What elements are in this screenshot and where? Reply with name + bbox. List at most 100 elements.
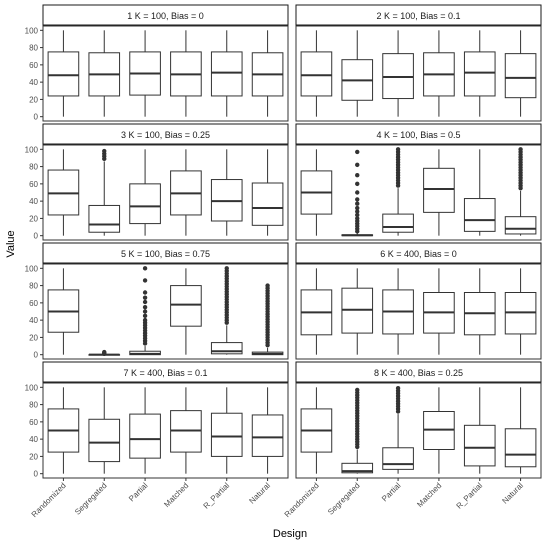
- facet-strip: [295, 242, 542, 264]
- box-partial: [129, 30, 161, 117]
- box-segregated: [88, 387, 121, 474]
- y-tick-label: 60: [29, 418, 38, 427]
- y-tick-label: 100: [25, 145, 39, 154]
- outlier-point: [102, 148, 107, 154]
- facet-strip-label: 5 K = 100, Bias = 0.75: [121, 249, 210, 259]
- box-r-partial: [210, 387, 243, 474]
- panel-area: [42, 144, 289, 241]
- y-tick-label: 20: [29, 452, 38, 461]
- y-tick-label: 60: [29, 180, 38, 189]
- y-tick-label: 100: [25, 264, 39, 273]
- box-natural: [504, 147, 537, 236]
- x-axis-title: Design: [273, 528, 307, 540]
- facet-strip: [295, 4, 542, 26]
- box-randomized: [47, 149, 80, 236]
- facet-strip: [42, 242, 289, 264]
- outlier-point: [355, 387, 360, 393]
- box-matched: [170, 268, 202, 355]
- box-matched: [170, 30, 202, 117]
- y-tick-label: 0: [34, 351, 39, 360]
- outlier-point: [355, 197, 360, 202]
- box-natural: [251, 387, 284, 474]
- box-iqr: [129, 413, 161, 459]
- box-iqr: [423, 167, 455, 213]
- outlier-point: [142, 309, 148, 314]
- box-iqr: [463, 424, 496, 467]
- box-partial: [129, 266, 161, 356]
- panel-area: [295, 382, 542, 479]
- box-iqr: [129, 183, 161, 225]
- facet-strip: [42, 4, 289, 26]
- outlier-point: [142, 317, 148, 323]
- outlier-point: [355, 181, 360, 187]
- outlier-point: [265, 283, 270, 288]
- panel-area: [295, 25, 542, 122]
- box-partial: [129, 387, 161, 474]
- facet-strip: [295, 361, 542, 383]
- box-iqr: [463, 51, 496, 97]
- box-iqr: [210, 342, 243, 355]
- facet-panel: 8 K = 400, Bias = 0.25 Randomized Segregat…: [283, 361, 542, 519]
- x-tick-label: Partial: [127, 481, 150, 504]
- box-iqr: [382, 447, 414, 470]
- facet-panel: 5 K = 100, Bias = 0.75 0 20 40 60 80 100: [25, 242, 289, 360]
- box-matched: [423, 268, 455, 355]
- box-segregated: [341, 149, 374, 237]
- x-tick-label: Partial: [380, 481, 403, 504]
- box-iqr: [251, 182, 284, 226]
- x-tick-label: R_Partial: [202, 481, 232, 511]
- box-randomized: [47, 387, 80, 474]
- outlier-point: [142, 278, 148, 283]
- facet-strip-label: 3 K = 100, Bias = 0.25: [121, 130, 210, 140]
- outlier-point: [395, 147, 401, 152]
- y-tick-label: 20: [29, 95, 38, 104]
- box-partial: [129, 149, 161, 236]
- box-r-partial: [210, 149, 243, 236]
- facet-panel: 4 K = 100, Bias = 0.5: [295, 123, 542, 241]
- outlier-point: [355, 216, 360, 221]
- facet-strip-label: 1 K = 100, Bias = 0: [127, 11, 204, 21]
- y-tick-label: 20: [29, 214, 38, 223]
- box-partial: [382, 30, 414, 117]
- y-tick-label: 40: [29, 316, 38, 325]
- box-partial: [382, 385, 414, 474]
- box-segregated: [88, 30, 121, 117]
- facet-panel: 1 K = 100, Bias = 0 0 20 40 60 80 100: [25, 4, 289, 122]
- y-axis-title: Value: [5, 230, 17, 257]
- x-tick-label: Randomized: [283, 481, 321, 519]
- x-tick-label: Matched: [162, 481, 190, 509]
- box-iqr: [504, 216, 537, 235]
- box-segregated: [88, 148, 121, 236]
- outlier-point: [355, 201, 360, 206]
- y-tick-label: 40: [29, 197, 38, 206]
- box-r-partial: [463, 268, 496, 355]
- x-tick-label: Segregated: [326, 481, 362, 517]
- box-r-partial: [210, 266, 243, 355]
- outlier-point: [142, 295, 148, 300]
- y-tick-label: 100: [25, 26, 39, 35]
- outlier-point: [142, 299, 148, 305]
- panel-area: [295, 144, 542, 241]
- facet-strip-label: 7 K = 400, Bias = 0.1: [123, 368, 207, 378]
- panel-area: [42, 263, 289, 360]
- facet-panels: 1 K = 100, Bias = 0 0 20 40 60 80 100 2 K = 100…: [25, 4, 542, 519]
- box-natural: [251, 149, 284, 236]
- x-tick-label: Randomized: [30, 481, 68, 519]
- box-matched: [170, 387, 202, 474]
- facet-strip-label: 4 K = 100, Bias = 0.5: [376, 130, 460, 140]
- box-segregated: [341, 30, 374, 117]
- box-iqr: [504, 428, 537, 468]
- y-tick-label: 0: [34, 113, 39, 122]
- box-randomized: [47, 30, 80, 117]
- x-tick-label: Natural: [247, 481, 272, 506]
- box-partial: [382, 147, 414, 236]
- x-tick-label: Matched: [415, 481, 443, 509]
- box-r-partial: [463, 30, 496, 117]
- outlier-point: [355, 162, 360, 168]
- outlier-point: [355, 209, 360, 214]
- y-tick-label: 40: [29, 78, 38, 87]
- panel-area: [42, 25, 289, 122]
- box-randomized: [300, 268, 333, 355]
- outlier-point: [142, 266, 148, 271]
- box-iqr: [210, 412, 243, 457]
